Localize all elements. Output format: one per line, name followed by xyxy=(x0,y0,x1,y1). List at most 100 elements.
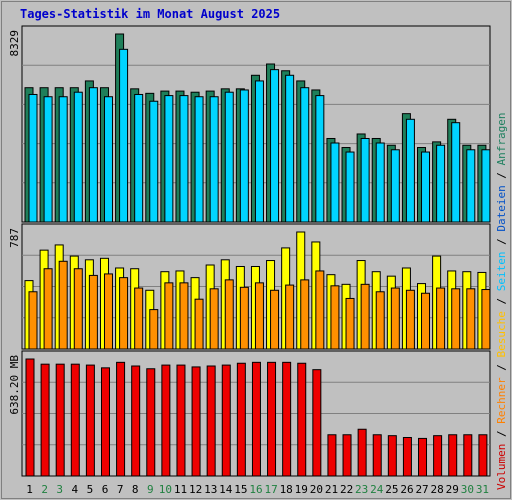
bar-besuche xyxy=(345,297,355,350)
bar-besuche xyxy=(58,260,68,350)
x-tick-label: 8 xyxy=(132,483,139,496)
bar-besuche xyxy=(481,289,491,350)
bar-dateien xyxy=(345,151,355,223)
y-max-label: 787 xyxy=(8,228,21,248)
x-tick-label: 30 xyxy=(461,483,474,496)
bar-besuche xyxy=(119,277,129,350)
x-tick-label: 18 xyxy=(280,483,293,496)
legend-item-dateien: Dateien xyxy=(495,185,508,232)
bar-besuche xyxy=(315,270,325,350)
bar-dateien xyxy=(103,96,113,223)
x-tick-label: 11 xyxy=(174,483,187,496)
bar-besuche xyxy=(451,288,461,350)
bar-besuche xyxy=(88,274,98,350)
bar-besuche xyxy=(224,279,234,350)
legend-item-volumen: Volumen xyxy=(495,443,508,490)
bar-besuche xyxy=(436,287,446,350)
bar-volumen xyxy=(176,364,186,477)
bar-volumen xyxy=(221,364,231,477)
x-tick-label: 16 xyxy=(249,483,262,496)
bar-volumen xyxy=(131,365,141,477)
x-tick-label: 6 xyxy=(102,483,109,496)
bar-dateien xyxy=(119,48,129,223)
bar-besuche xyxy=(390,287,400,350)
bar-volumen xyxy=(402,437,412,477)
y-max-label: 638.20 MB xyxy=(8,355,21,415)
x-tick-label: 9 xyxy=(147,483,154,496)
bar-dateien xyxy=(164,95,174,223)
bar-besuche xyxy=(360,283,370,350)
bar-besuche xyxy=(149,309,159,350)
x-tick-label: 28 xyxy=(431,483,444,496)
bar-volumen xyxy=(418,437,428,477)
bar-besuche xyxy=(270,289,280,350)
x-tick-label: 25 xyxy=(385,483,398,496)
bar-besuche xyxy=(73,268,83,350)
bar-dateien xyxy=(330,142,340,223)
bar-dateien xyxy=(239,89,249,223)
bar-dateien xyxy=(390,149,400,223)
bar-dateien xyxy=(254,80,264,223)
bar-volumen xyxy=(251,361,261,477)
bar-volumen xyxy=(448,434,458,477)
bar-dateien xyxy=(360,137,370,223)
x-tick-label: 12 xyxy=(189,483,202,496)
legend-item-besuche: Besuche xyxy=(495,311,508,358)
legend-separator: / xyxy=(495,165,508,186)
bar-volumen xyxy=(236,362,246,477)
x-tick-label: 3 xyxy=(56,483,63,496)
x-tick-label: 17 xyxy=(264,483,277,496)
bar-volumen xyxy=(433,435,443,477)
chart-legend: Volumen / Rechner / Besuche / Seiten / D… xyxy=(495,112,508,490)
bar-volumen xyxy=(25,358,35,477)
x-tick-label: 5 xyxy=(87,483,94,496)
legend-separator: / xyxy=(495,291,508,312)
bar-besuche xyxy=(300,279,310,350)
y-max-label: 8329 xyxy=(8,30,21,57)
x-tick-label: 26 xyxy=(400,483,413,496)
bar-volumen xyxy=(372,434,382,477)
bar-besuche xyxy=(28,291,38,350)
bar-volumen xyxy=(387,435,397,477)
bar-besuche xyxy=(254,282,264,350)
x-tick-label: 10 xyxy=(159,483,172,496)
bar-volumen xyxy=(85,364,95,477)
bar-besuche xyxy=(134,287,144,350)
bar-besuche xyxy=(179,282,189,350)
bar-volumen xyxy=(100,367,110,477)
bar-besuche xyxy=(103,273,113,350)
bar-dateien xyxy=(209,96,219,223)
bar-dateien xyxy=(436,144,446,223)
legend-separator: / xyxy=(495,357,508,378)
bar-volumen xyxy=(282,361,292,477)
x-tick-label: 27 xyxy=(415,483,428,496)
legend-item-anfragen: Anfragen xyxy=(495,112,508,166)
bar-dateien xyxy=(194,96,204,223)
bar-volumen xyxy=(267,361,277,477)
legend-item-seiten: Seiten xyxy=(495,251,508,292)
bar-dateien xyxy=(58,96,68,223)
bar-besuche xyxy=(43,268,53,350)
bar-dateien xyxy=(451,122,461,223)
bar-dateien xyxy=(134,93,144,223)
bar-volumen xyxy=(478,434,488,477)
bar-besuche xyxy=(194,298,204,350)
bar-dateien xyxy=(43,96,53,223)
legend-separator: / xyxy=(495,231,508,252)
bar-besuche xyxy=(330,285,340,350)
x-tick-label: 7 xyxy=(117,483,124,496)
bar-dateien xyxy=(73,91,83,223)
bar-dateien xyxy=(285,74,295,223)
x-tick-label: 14 xyxy=(219,483,233,496)
x-tick-label: 19 xyxy=(295,483,308,496)
bar-volumen xyxy=(55,363,65,477)
bar-volumen xyxy=(116,361,126,477)
bar-dateien xyxy=(315,95,325,223)
bar-dateien xyxy=(28,93,38,223)
x-tick-label: 13 xyxy=(204,483,217,496)
bar-dateien xyxy=(149,100,159,223)
bar-dateien xyxy=(421,151,431,223)
bar-besuche xyxy=(466,288,476,350)
